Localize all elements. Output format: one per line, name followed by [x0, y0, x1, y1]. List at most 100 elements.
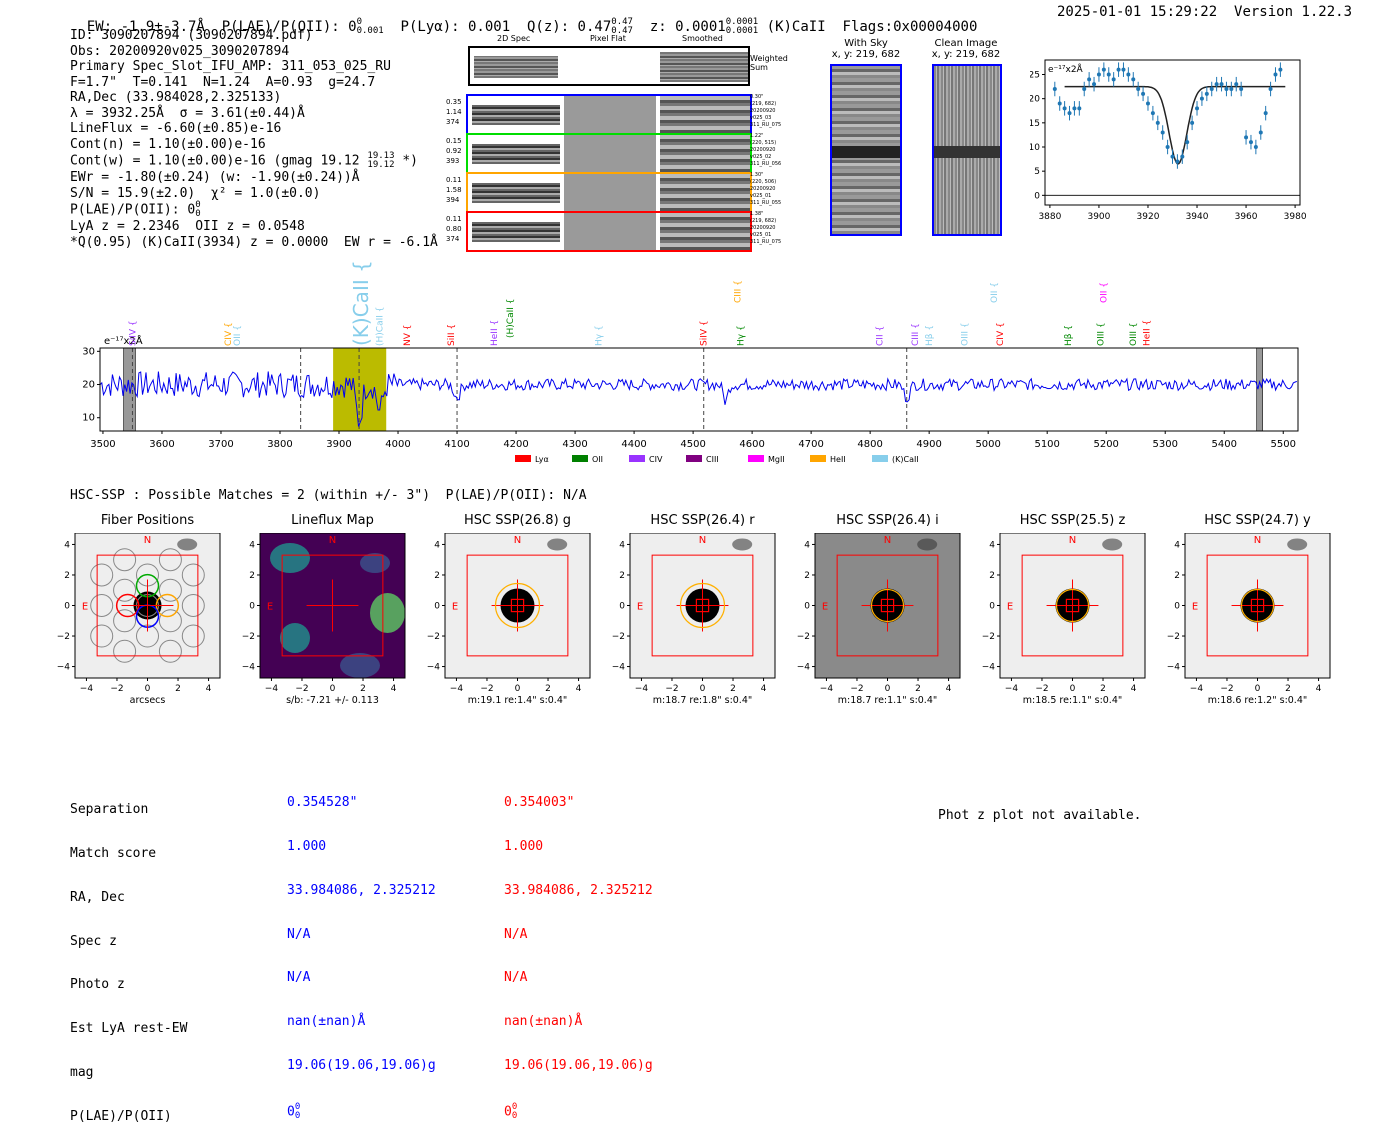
- neighbor-source: [917, 538, 938, 551]
- cutout-row-stat: 0.15: [446, 137, 462, 145]
- target-box: [510, 598, 525, 613]
- north-label: N: [329, 535, 336, 546]
- zoom-xtick-label: 3880: [1038, 212, 1061, 222]
- red-photoz: N/A: [504, 970, 528, 986]
- info-plae-sup: 0: [195, 200, 201, 210]
- match-label-mag: mag: [70, 1064, 94, 1080]
- hsc-xtick-label: 2: [1285, 684, 1291, 694]
- spec-xtick-label: 4000: [385, 439, 410, 450]
- cutout-row-meta: 1.30" (220, 506) 20200920 v025_01 311_RU_055: [750, 172, 781, 207]
- fiber-circle: [181, 594, 205, 617]
- fiber-circle: [158, 548, 182, 572]
- spec-highlight-band: [333, 348, 387, 431]
- header-plya: P(Lyα): 0.001: [400, 19, 511, 35]
- zoom-xtick-label: 3980: [1284, 212, 1307, 222]
- cutout-row-stat: 0.11: [446, 176, 462, 184]
- zoom-point: [1180, 154, 1185, 159]
- match-label-lya-ew: Est LyA rest-EW: [70, 1021, 188, 1037]
- spec-legend-label: MgII: [768, 455, 785, 464]
- fiber-circle: [158, 639, 182, 663]
- spec-line-label: NV {: [403, 325, 413, 346]
- cutout-row-meta: 1.22" (220, 515) 20200920 v025_02 311_RU_056: [750, 133, 781, 168]
- info-lineflux: LineFlux = -6.60(±0.85)e-16: [70, 121, 282, 136]
- hsc-ytick-label: 0: [619, 602, 625, 612]
- zoom-ytick-label: 10: [1030, 143, 1040, 153]
- cutout-smoothed: [660, 213, 750, 250]
- zoom-point: [1160, 130, 1165, 135]
- cutout-row-meta-line: 1.38": [750, 211, 764, 217]
- fiber-circle: [113, 639, 137, 663]
- hsc-xtick-label: 2: [915, 684, 921, 694]
- hsc-cutout-6: N E 4 2 0 −2 −4 −4 −2 0 2 4 m:18.6 re:1.2" s:0.4": [1167, 533, 1331, 706]
- east-label: E: [82, 602, 88, 613]
- cutout-row-stats: 0.15 0.92 393: [446, 136, 466, 166]
- hsc-xtick-label: 4: [576, 684, 582, 694]
- col-label-smoothed: Smoothed: [682, 34, 723, 43]
- cutout-row: [466, 172, 752, 213]
- hsc-xtick-label: 0: [1255, 684, 1261, 694]
- zoom-point: [1214, 82, 1219, 87]
- clean-image-xy: x, y: 219, 682: [931, 49, 1001, 60]
- zoom-point: [1273, 72, 1278, 77]
- east-label: E: [1192, 602, 1198, 613]
- with-sky-absorption-band: [832, 146, 900, 158]
- spec-line-label: Hγ {: [595, 325, 605, 346]
- match-box: [836, 554, 939, 657]
- spec-xtick-label: 3700: [208, 439, 233, 450]
- cutout-row-meta-line: 311_RU_075: [750, 122, 782, 128]
- hsc-ytick-label: −4: [427, 663, 441, 673]
- blue-plae: 00 0: [287, 1102, 436, 1121]
- cutout-row-stats: 0.35 1.14 374: [446, 97, 466, 127]
- info-cont-w-text: Cont(w) = 1.10(±0.00)e-16 (gmag 19.12: [70, 153, 360, 169]
- zoom-point: [1224, 87, 1229, 91]
- clean-image: [932, 64, 1002, 236]
- lineflux-blob: [360, 553, 390, 573]
- info-gmag-sup: 19.13: [367, 151, 395, 161]
- hsc-ytick-label: 0: [434, 602, 440, 612]
- hsc-ytick-label: 0: [1174, 602, 1180, 612]
- spec-line-label: CIV {: [996, 322, 1006, 346]
- cutout-row-stat: 0.35: [446, 98, 462, 106]
- spec-legend-label: CIII: [706, 455, 719, 464]
- blue-radec: 33.984086, 2.325212: [287, 882, 436, 898]
- info-gmag-sub: 19.12: [367, 160, 395, 170]
- hsc-ytick-label: 2: [989, 571, 995, 581]
- hsc-ytick-label: −2: [982, 632, 995, 642]
- match-label-score: Match score: [70, 845, 157, 861]
- fiber-circle: [113, 548, 137, 572]
- spec-xtick-label: 5500: [1271, 439, 1296, 450]
- hsc-ytick-label: −2: [242, 632, 255, 642]
- hsc-cutout-2: N E 4 2 0 −2 −4 −4 −2 0 2 4 m:19.1 re:1.4" s:0.4": [427, 533, 591, 706]
- spec-legend-swatch: [572, 455, 588, 462]
- hsc-xtick-label: 2: [1100, 684, 1106, 694]
- spec-frame: [99, 347, 1299, 432]
- hsc-caption: m:18.5 re:1.1" s:0.4": [1023, 695, 1123, 706]
- cutout-row-stat: 394: [446, 196, 460, 204]
- cutout-row-meta-line: v025_01: [750, 193, 772, 199]
- info-lambda: λ = 3932.25Å σ = 3.61(±0.44)Å: [70, 105, 305, 121]
- spec-xtick-label: 3900: [326, 439, 351, 450]
- hsc-xtick-label: −2: [295, 684, 308, 694]
- spec-line-label: HeII {: [1142, 320, 1152, 346]
- cutout-row-meta-line: (220, 515): [750, 140, 777, 146]
- zoom-ytick-label: 20: [1030, 95, 1040, 105]
- blue-separation: 0.354528": [287, 795, 358, 811]
- hsc-cutout-3: N E 4 2 0 −2 −4 −4 −2 0 2 4 m:18.7 re:1.8" s:0.4": [612, 533, 776, 706]
- hsc-ytick-label: −4: [1167, 663, 1181, 673]
- cutout-row-stats: 0.11 0.80 374: [446, 214, 466, 244]
- cutout-row-stat: 374: [446, 235, 460, 243]
- hsc-panel-title: Lineflux Map: [291, 513, 374, 528]
- north-label: N: [699, 535, 706, 546]
- east-label: E: [267, 602, 273, 613]
- spec-line-label: SiIV {: [128, 320, 138, 346]
- hsc-ytick-label: −2: [57, 632, 70, 642]
- spec-flux-line: [99, 371, 1297, 427]
- header-plae-sub: 0.001: [356, 26, 384, 36]
- header-datetime-version: 2025-01-01 15:29:22 Version 1.22.3: [1057, 4, 1352, 20]
- zoom-point: [1204, 91, 1209, 96]
- hsc-ytick-label: −2: [1167, 632, 1180, 642]
- hsc-ytick-label: 4: [249, 540, 255, 550]
- hsc-xtick-label: −4: [80, 684, 94, 694]
- hsc-ytick-label: −4: [57, 663, 71, 673]
- hsc-xtick-label: 4: [1131, 684, 1137, 694]
